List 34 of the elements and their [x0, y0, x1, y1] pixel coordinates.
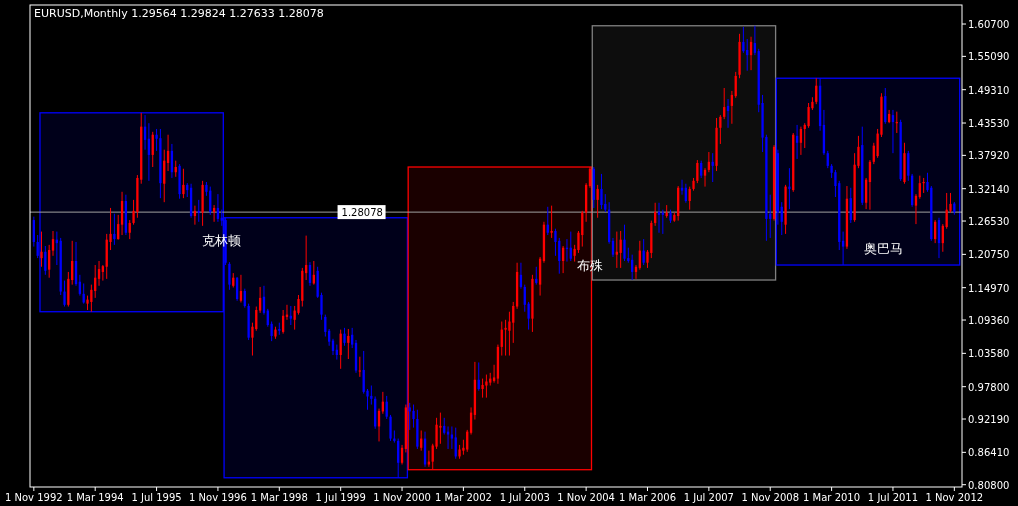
x-tick-label: 1 Nov 2012	[925, 492, 984, 503]
x-tick-label: 1 Nov 2008	[741, 492, 800, 503]
y-tick-label: 0.86410	[968, 447, 1010, 459]
band-label: 奥巴马	[863, 241, 903, 257]
x-tick-label: 1 Mar 1994	[66, 492, 124, 503]
x-tick-label: 1 Nov 2004	[557, 492, 615, 503]
x-tick-label: 1 Jul 2003	[499, 492, 550, 503]
x-tick-label: 1 Mar 1998	[250, 492, 308, 503]
x-tick-label: 1 Jul 2011	[867, 492, 919, 503]
x-tick-label: 1 Jul 1999	[315, 492, 366, 503]
y-tick-label: 1.60700	[968, 19, 1010, 31]
x-tick-label: 1 Nov 1996	[189, 492, 247, 503]
y-tick-label: 0.92190	[968, 414, 1010, 426]
y-tick-label: 1.26530	[968, 216, 1010, 228]
y-tick-label: 1.55090	[968, 51, 1010, 63]
y-tick-label: 1.49310	[968, 84, 1010, 96]
y-tick-label: 1.14970	[968, 282, 1010, 294]
x-tick-label: 1 Jul 1995	[131, 492, 182, 503]
chart-title: EURUSD,Monthly 1.29564 1.29824 1.27633 1.28078	[34, 7, 324, 20]
x-tick-label: 1 Mar 2006	[618, 492, 677, 503]
y-tick-label: 1.43530	[968, 118, 1010, 130]
y-tick-label: 1.32140	[968, 183, 1010, 195]
y-tick-label: 1.20750	[968, 249, 1010, 261]
ref-line-label: 1.28078	[341, 207, 383, 219]
x-tick-label: 1 Nov 2000	[373, 492, 431, 503]
y-tick-label: 1.09360	[968, 315, 1010, 327]
x-tick-label: 1 Mar 2002	[434, 492, 492, 503]
y-tick-label: 0.97800	[968, 381, 1010, 393]
x-tick-label: 1 Mar 2010	[803, 492, 861, 503]
y-tick-label: 1.03580	[968, 348, 1010, 360]
x-tick-label: 1 Jul 2007	[683, 492, 734, 503]
x-tick-label: 1 Nov 1992	[4, 492, 63, 503]
y-tick-label: 1.37920	[968, 150, 1010, 162]
y-tick-label: 0.80800	[968, 479, 1010, 491]
